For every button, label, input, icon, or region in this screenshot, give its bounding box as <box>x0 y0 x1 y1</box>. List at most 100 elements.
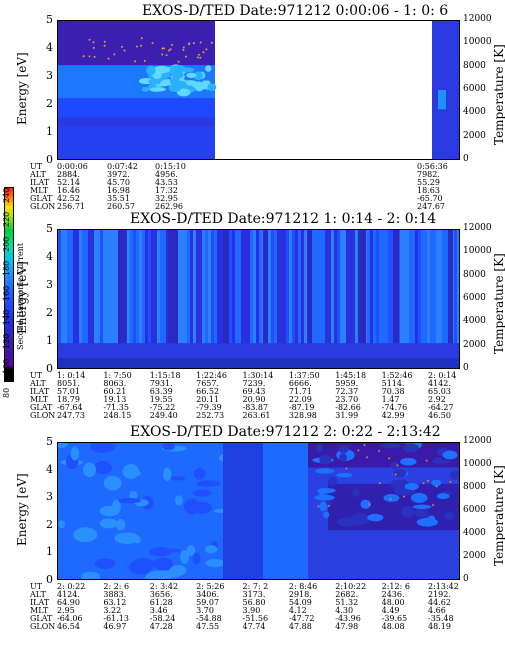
heatmap-speck <box>426 479 429 482</box>
ephemeris-column: 2:12: 6 2436. 48.00 4.49 -39.65 48.08 <box>381 582 410 631</box>
colorbar-tick-label: 220 <box>2 212 11 228</box>
heatmap-dark-stripe <box>168 230 178 368</box>
y-tick-label: 1 <box>46 334 53 347</box>
heatmap-speck <box>449 480 452 483</box>
heatmap-speck <box>169 48 172 51</box>
colorbar-tick-label: 240 <box>2 187 11 203</box>
y2-tick-label: 6000 <box>463 293 486 303</box>
heatmap-column <box>106 230 109 368</box>
heatmap-column <box>382 230 385 368</box>
heatmap-column <box>280 230 283 368</box>
heatmap-speck <box>403 495 406 498</box>
ephemeris-column: 2: 0:22 4124. 64.90 2.95 -64.06 46.54 <box>57 582 86 631</box>
heatmap-blob <box>339 453 347 462</box>
heatmap-dark-stripe <box>118 230 126 368</box>
heatmap-column <box>439 230 442 368</box>
heatmap-column <box>412 230 415 368</box>
y2-tick-label: 2000 <box>463 551 486 561</box>
ephemeris-column: 2: 0:14 4142. 65.03 2.92 -64.27 46.50 <box>428 371 457 420</box>
heatmap-blob <box>118 497 142 504</box>
colorbar-tick-label: 200 <box>2 236 11 252</box>
y2-tick-label: 6000 <box>463 84 486 94</box>
heatmap-column <box>127 230 130 368</box>
y2-tick-label: 4000 <box>463 316 486 327</box>
ephemeris-column: 2: 3:42 3656. 61.28 3.46 -58.24 47.28 <box>149 582 179 631</box>
heatmap-blob <box>174 495 183 506</box>
heatmap-blob <box>427 515 436 524</box>
heatmap-column <box>196 230 199 368</box>
heatmap-column <box>337 230 340 368</box>
y2-tick-label: 8000 <box>463 60 486 71</box>
heatmap-blob <box>410 492 428 503</box>
heatmap-column <box>427 230 430 368</box>
heatmap-dark-stripe <box>308 230 312 368</box>
y2-axis-label: Temperature [K] <box>492 253 505 354</box>
ephemeris-column: 1: 0:14 8051. 57.01 18.79 -67.64 247.73 <box>57 371 86 420</box>
heatmap-column <box>145 230 148 368</box>
y2-tick-label: 0 <box>463 363 469 373</box>
heatmap-speck <box>378 449 381 452</box>
heatmap-blob <box>192 552 201 565</box>
heatmap-column <box>346 230 349 368</box>
heatmap-blob <box>412 504 432 510</box>
heatmap-column <box>103 230 106 368</box>
heatmap-column <box>163 230 166 368</box>
heatmap-speck <box>199 41 202 44</box>
heatmap-column <box>385 230 388 368</box>
heatmap-column <box>388 230 391 368</box>
heatmap-column <box>247 230 250 368</box>
ephemeris-column: 2: 7: 2 3173. 56.80 3.90 -51.56 47.74 <box>242 582 269 631</box>
heatmap-column <box>328 230 331 368</box>
heatmap-column <box>406 230 409 368</box>
heatmap-band-low <box>58 125 215 159</box>
heatmap-speck <box>162 47 165 50</box>
heatmap-column <box>181 230 184 368</box>
y-tick-label: 2 <box>46 306 53 319</box>
heatmap-column <box>73 230 76 368</box>
heatmap-blob <box>171 65 186 73</box>
heatmap-blob <box>318 488 325 497</box>
heatmap-blob <box>70 446 80 461</box>
heatmap-column <box>313 230 316 368</box>
heatmap-speck <box>394 473 397 476</box>
heatmap-blob <box>314 494 335 501</box>
heatmap-column <box>142 230 145 368</box>
heatmap-blob <box>152 65 171 74</box>
heatmap-plot <box>57 229 460 369</box>
heatmap-speck <box>136 45 139 48</box>
y2-tick-label: 0 <box>463 154 469 164</box>
heatmap-speck <box>151 42 154 45</box>
heatmap-blob <box>141 87 149 92</box>
heatmap-blob <box>207 83 217 91</box>
heatmap-blob <box>169 564 187 576</box>
heatmap-column <box>289 230 292 368</box>
heatmap-blob <box>171 70 184 79</box>
heatmap-plot <box>57 20 460 160</box>
heatmap-blob <box>204 545 218 554</box>
heatmap-column <box>88 230 91 368</box>
heatmap-blob <box>201 82 208 90</box>
ephemeris-row-labels: UT ALT ILAT MLT GLAT GLON <box>30 371 56 420</box>
heatmap-blob <box>163 467 172 482</box>
heatmap-speck <box>363 444 366 447</box>
heatmap-blob <box>401 506 414 518</box>
y2-axis-label: Temperature [K] <box>492 465 505 566</box>
colorbar-tick-label: 120 <box>2 333 11 350</box>
heatmap-blob <box>186 72 197 78</box>
heatmap-column <box>76 230 79 368</box>
heatmap-blob <box>315 468 335 474</box>
ephemeris-column: 1:45:18 5959. 72.37 23.70 -82.66 31.99 <box>335 371 367 420</box>
heatmap-column <box>115 230 118 368</box>
heatmap-blob <box>360 499 371 509</box>
y2-tick-label: 2000 <box>463 339 486 350</box>
heatmap-blob <box>196 480 221 487</box>
heatmap-svg <box>58 443 459 579</box>
heatmap-plot <box>57 442 460 580</box>
heatmap-speck <box>389 498 392 501</box>
heatmap-blob <box>431 479 442 487</box>
heatmap-speck <box>378 482 381 485</box>
chart-title: EXOS-D/TED Date:971212 0:00:06 - 1: 0: 6 <box>142 3 449 19</box>
heatmap-column <box>343 230 346 368</box>
ephemeris-column: 2:10:22 2682. 51.32 4.30 -43.96 47.98 <box>335 582 367 631</box>
heatmap-speck <box>422 482 425 485</box>
